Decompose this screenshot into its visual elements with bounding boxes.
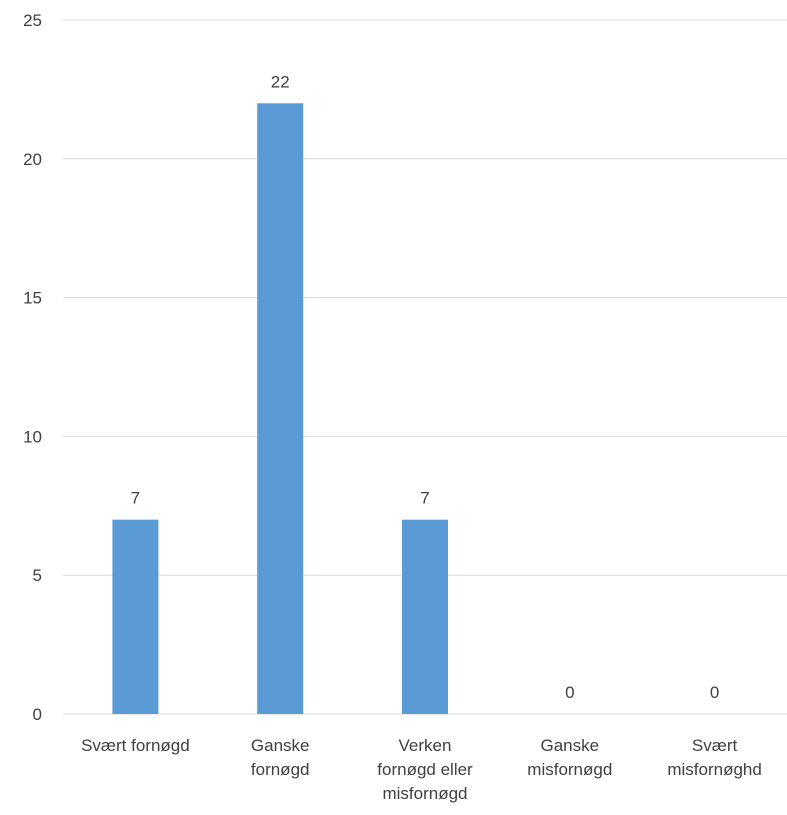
- category-label-line: Svært fornøgd: [81, 736, 190, 755]
- data-label: 7: [420, 489, 429, 508]
- bar: [112, 519, 159, 714]
- y-tick-label: 0: [33, 705, 42, 724]
- category-labels: Svært fornøgd Ganske fornøgd Verken fornøgd …: [81, 736, 762, 803]
- y-tick-label: 5: [33, 566, 42, 585]
- category-label: Svært fornøgd: [81, 736, 190, 755]
- y-axis-ticks: 0 5 10 15 20 25: [23, 11, 42, 724]
- category-label-line: fornøgd: [251, 760, 310, 779]
- category-label: Ganske fornøgd: [251, 736, 310, 779]
- y-tick-label: 20: [23, 150, 42, 169]
- y-tick-label: 25: [23, 11, 42, 30]
- category-label: Ganske misfornøgd: [527, 736, 612, 779]
- category-label-line: misfornøgd: [527, 760, 612, 779]
- data-labels: 7 22 7 0 0: [131, 72, 720, 702]
- data-label: 7: [131, 489, 140, 508]
- bars: [112, 103, 448, 714]
- category-label-line: Ganske: [541, 736, 600, 755]
- category-label-line: fornøgd eller: [377, 760, 473, 779]
- y-tick-label: 15: [23, 289, 42, 308]
- data-label: 0: [710, 683, 719, 702]
- category-label-line: misfornøgd: [382, 784, 467, 803]
- category-label-line: Ganske: [251, 736, 310, 755]
- y-tick-label: 10: [23, 427, 42, 446]
- category-label-line: Svært: [692, 736, 738, 755]
- data-label: 0: [565, 683, 574, 702]
- bar: [257, 103, 304, 714]
- data-label: 22: [271, 72, 290, 91]
- bar: [402, 519, 448, 714]
- gridlines: [63, 19, 787, 715]
- category-label: Svært misfornøghd: [667, 736, 761, 779]
- category-label-line: misfornøghd: [667, 760, 761, 779]
- category-label-line: Verken: [399, 736, 452, 755]
- category-label: Verken fornøgd eller misfornøgd: [377, 736, 473, 803]
